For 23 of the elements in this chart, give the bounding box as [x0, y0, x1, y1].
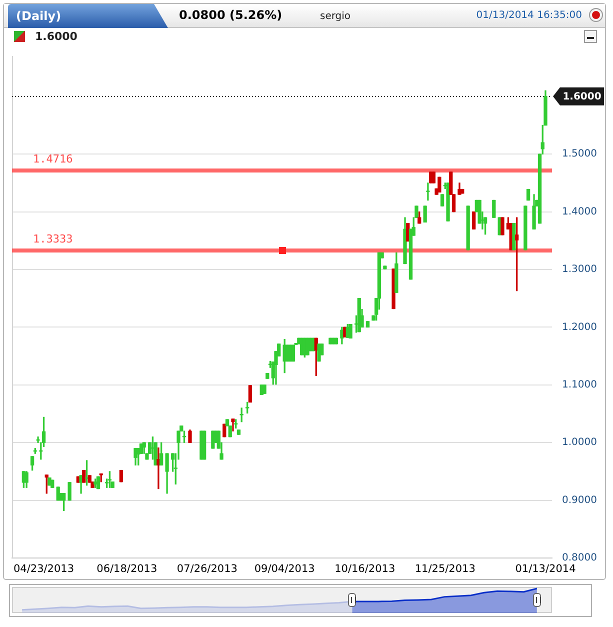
y-tick-label: 1.2000 — [562, 322, 597, 333]
ref-line-label: 1.3333 — [33, 232, 73, 246]
ref-line-label: 1.6000 — [562, 91, 602, 102]
y-tick-label: 1.0000 — [562, 437, 597, 448]
x-tick-label: 11/25/2013 — [414, 563, 476, 576]
x-tick-label: 06/18/2013 — [96, 563, 158, 576]
chart-title: (Daily) — [8, 4, 168, 28]
y-tick-label: 1.5000 — [562, 148, 597, 160]
y-tick-label: 1.4000 — [562, 206, 597, 218]
y-tick-label: 1.3000 — [562, 264, 597, 276]
text: 0.0800 (5.26%) — [179, 8, 282, 23]
y-tick-label: 0.8000 — [562, 552, 597, 564]
text: sergio — [320, 11, 351, 22]
y-tick-label: 0.9000 — [562, 494, 597, 506]
x-tick-label: 01/13/2014 — [515, 563, 576, 576]
x-tick-label: 09/04/2013 — [254, 563, 315, 576]
y-tick-label: 1.1000 — [562, 379, 597, 390]
text: 01/13/2014 16:35:00 — [476, 10, 582, 22]
x-tick-label: 10/16/2013 — [334, 563, 396, 576]
x-tick-label: 04/23/2013 — [14, 563, 74, 576]
ref-line-label: 1.4716 — [33, 152, 73, 166]
x-tick-label: 07/26/2013 — [176, 563, 238, 576]
text: 1.6000 — [35, 30, 78, 44]
